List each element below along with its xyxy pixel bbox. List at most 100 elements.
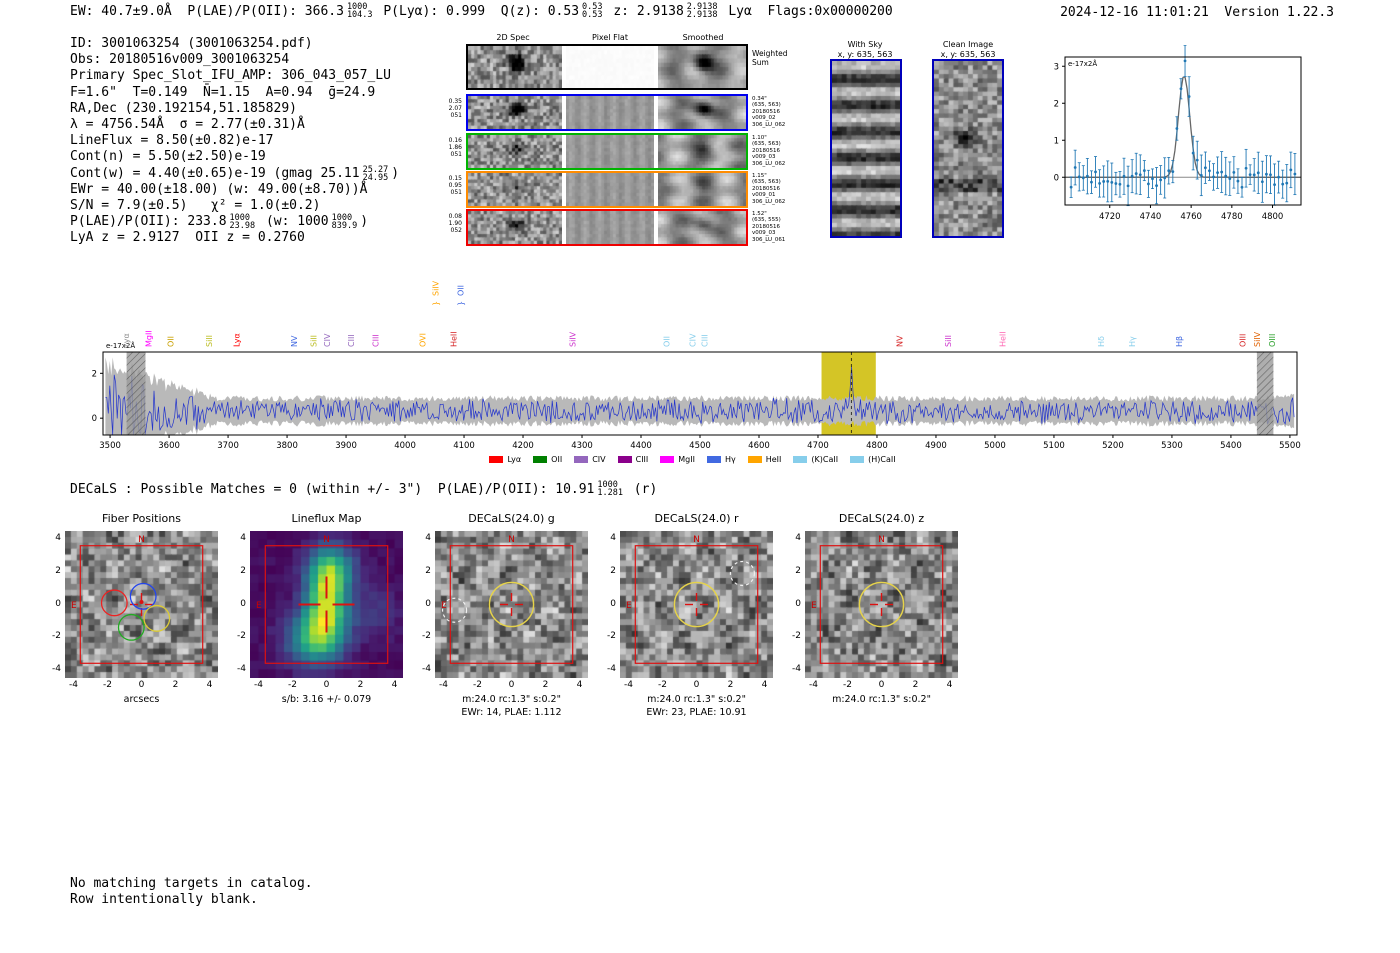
smoothed-image — [658, 173, 746, 206]
col-header-smoothed: Smoothed — [682, 33, 724, 42]
legend-item: CIII — [617, 455, 648, 464]
z-range: 2.9138 2.9138 — [686, 2, 718, 20]
catalog-note-2: Row intentionally blank. — [70, 891, 258, 907]
cutout-title: DECaLS(24.0) r — [654, 512, 739, 525]
legend-item: Lyα — [489, 455, 521, 464]
legend-swatch — [850, 456, 865, 463]
legend-item: (H)CaII — [850, 455, 896, 464]
axis-tick: 4 — [795, 533, 801, 544]
emission-label: Hδ — [1097, 336, 1106, 347]
clean-coords: x, y: 635, 563 — [940, 50, 996, 59]
info-primary: Primary Spec_Slot_IFU_AMP: 306_043_057_L… — [70, 68, 391, 84]
legend-item: CIV — [574, 455, 606, 464]
axis-tick: -2 — [237, 631, 246, 642]
axis-tick: -2 — [658, 680, 667, 690]
emission-label: SiIV — [569, 331, 578, 347]
emission-label: CIII — [372, 334, 381, 347]
flags-text: Lyα Flags:0x00000200 — [720, 3, 893, 19]
compass-north: N — [693, 535, 700, 545]
aperture-circle — [488, 581, 535, 628]
x-tick: 3500 — [99, 441, 121, 448]
cutout-image — [435, 531, 588, 678]
axis-box — [1064, 56, 1302, 206]
svg-text:}: } — [432, 301, 441, 306]
axis-tick: 2 — [610, 565, 616, 576]
spec2d-image — [468, 173, 562, 206]
timestamp-version: 2024-12-16 11:01:21 Version 1.22.3 — [1060, 5, 1334, 20]
z-text: z: 2.9138 — [605, 3, 684, 19]
axis-tick: -4 — [809, 680, 818, 690]
info-plae: P(LAE)/P(OII): 233.8 1000 23.98 (w: 1000 10… — [70, 213, 369, 232]
x-tick: 4600 — [748, 441, 770, 448]
legend-swatch — [660, 456, 675, 463]
extent-box — [79, 545, 204, 664]
axis-tick: -2 — [52, 631, 61, 642]
cutout-overlay: NE — [441, 535, 574, 664]
axis-tick: 4 — [761, 680, 768, 690]
cutout-title: DECaLS(24.0) g — [468, 512, 555, 525]
compass-north: N — [138, 535, 145, 545]
axis-tick: 0 — [878, 680, 885, 690]
info-lineflux: LineFlux = 8.50(±0.82)e-17 — [70, 133, 274, 149]
x-tick: 4200 — [512, 441, 534, 448]
legend-item: Hγ — [706, 455, 736, 464]
cutout-title: DECaLS(24.0) z — [838, 512, 925, 525]
emission-label: OIII — [1239, 334, 1248, 347]
legend-swatch — [706, 456, 721, 463]
emission-label: HeII — [999, 331, 1008, 347]
x-tick: 4700 — [807, 441, 829, 448]
axis-tick: 4 — [425, 533, 431, 544]
emission-label: OII — [166, 336, 175, 347]
spec2d-image — [468, 46, 562, 88]
y-tick: 3 — [1054, 62, 1059, 72]
axis-tick: 2 — [357, 680, 364, 690]
cutout-image — [620, 531, 773, 678]
axis-tick: 2 — [240, 565, 246, 576]
plya-qz-text: P(Lyα): 0.999 Q(z): 0.53 — [375, 3, 580, 19]
info-cont-n: Cont(n) = 5.50(±2.50)e-19 — [70, 149, 266, 165]
axis-tick: -4 — [792, 663, 801, 674]
legend-item: OII — [533, 455, 562, 464]
clean-image — [932, 59, 1004, 238]
x-tick: 5300 — [1161, 441, 1183, 448]
emission-label: Lyα — [122, 333, 131, 347]
error-band — [105, 357, 1295, 435]
x-tick: 5200 — [1102, 441, 1124, 448]
compass-east: E — [256, 601, 262, 611]
axis-tick: 0 — [795, 598, 801, 609]
pixelflat-image — [566, 135, 654, 168]
cutout-caption2: EWr: 23, PLAE: 10.91 — [646, 707, 747, 718]
axis-tick: 0 — [323, 680, 330, 690]
extent-box — [819, 545, 944, 664]
axis-tick: 2 — [172, 680, 179, 690]
axis-tick: 4 — [391, 680, 398, 690]
smoothed-image — [658, 211, 746, 244]
spec2d-row-label: 1.10" (635, 563) 20180516 v009_03 306_LU_062 — [752, 135, 786, 167]
axis-tick: 2 — [542, 680, 549, 690]
spectrum-line — [105, 366, 1295, 435]
compass-east: E — [71, 601, 77, 611]
info-obs: Obs: 20180516v009_3001063254 — [70, 52, 290, 68]
fiber-circle — [100, 589, 128, 617]
info-sn-chi2: S/N = 7.9(±0.5) χ² = 1.0(±0.2) — [70, 198, 321, 214]
y-tick: 0 — [1054, 173, 1059, 183]
y-tick: 2 — [1054, 99, 1059, 109]
y-tick: 0 — [92, 414, 97, 424]
axis-tick: -2 — [607, 631, 616, 642]
axis-tick: -4 — [439, 680, 448, 690]
axis-tick: 4 — [576, 680, 583, 690]
legend-item: (K)CaII — [793, 455, 838, 464]
aperture-circle — [858, 581, 905, 628]
info-cont-w: Cont(w) = 4.40(±0.65)e-19 (gmag 25.11 25.… — [70, 164, 400, 183]
center-dot — [139, 600, 144, 605]
axis-tick: 4 — [206, 680, 213, 690]
emission-label: SiIV — [1253, 331, 1262, 347]
x-tick: 4500 — [689, 441, 711, 448]
cutout-overlay: NE — [811, 535, 944, 664]
pixelflat-image — [566, 211, 654, 244]
axis-tick: -4 — [624, 680, 633, 690]
axis-tick: -2 — [473, 680, 482, 690]
extent-box — [449, 545, 574, 664]
